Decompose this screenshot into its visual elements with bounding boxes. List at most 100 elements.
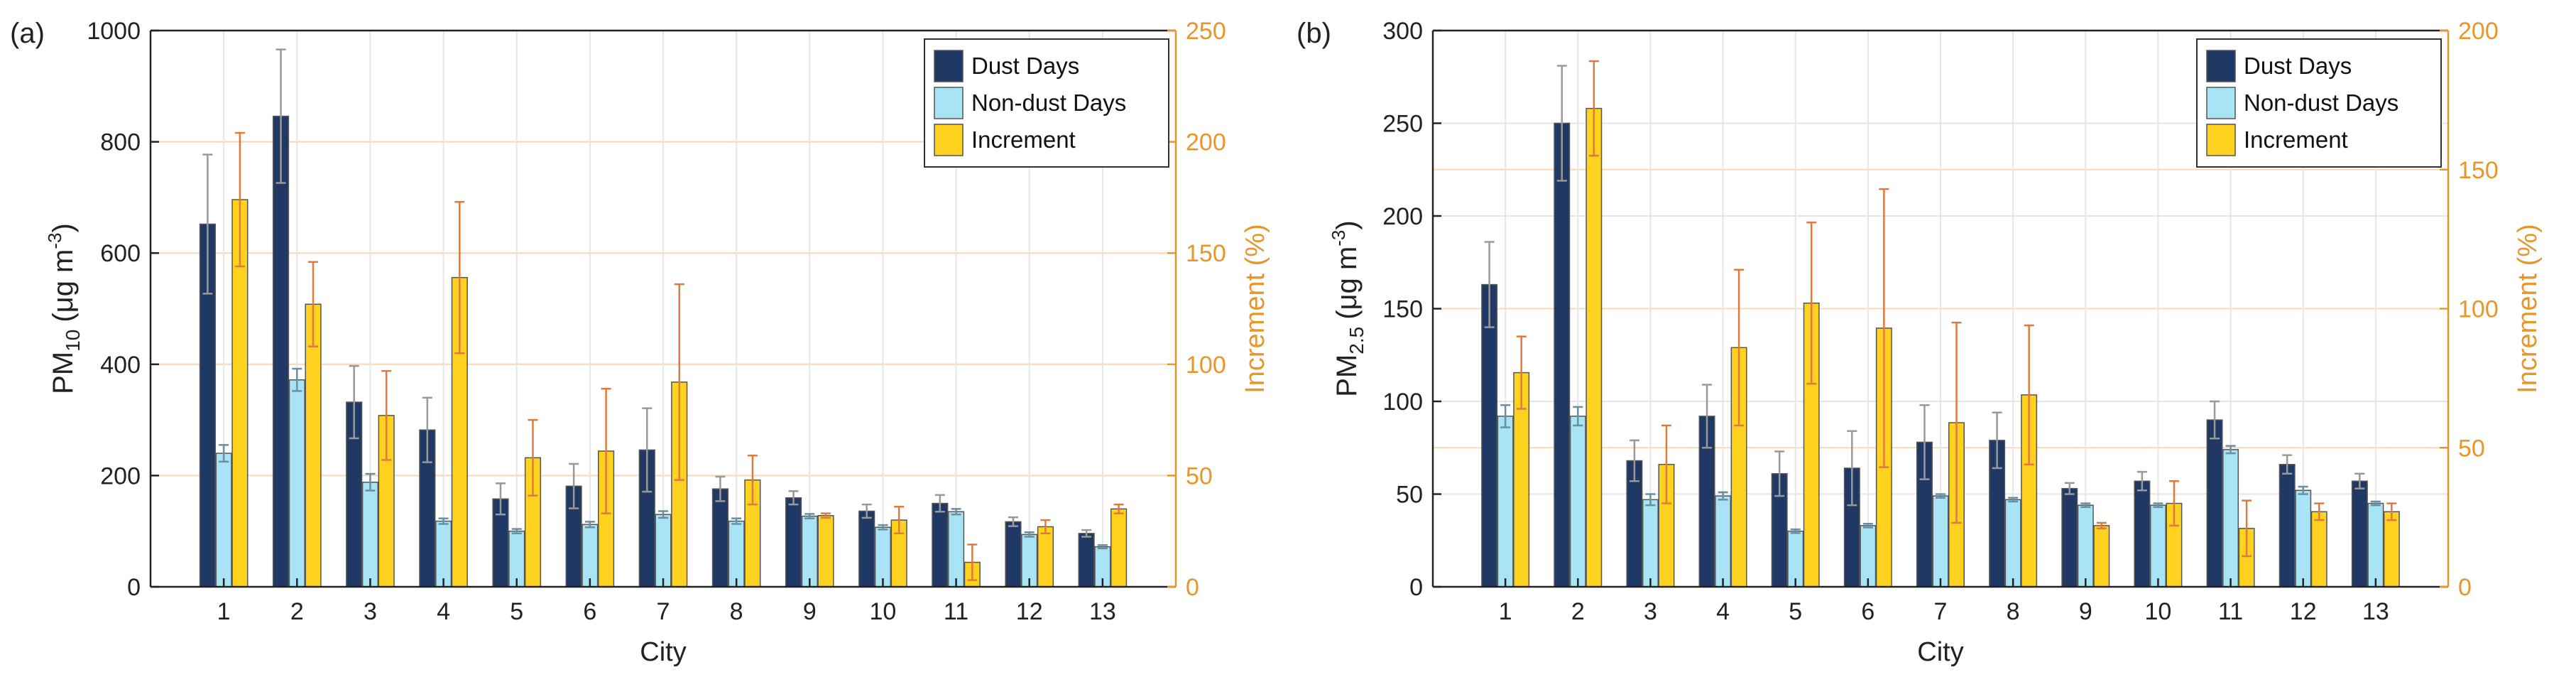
y-axis-label-sub: 2.5 bbox=[1346, 327, 1368, 354]
bar-non-dust-days bbox=[874, 526, 892, 588]
y-tick-label: 300 bbox=[1382, 18, 1423, 45]
y-axis-label: PM10 (μg m-3) bbox=[44, 223, 84, 394]
x-tick-label: 4 bbox=[1716, 598, 1730, 625]
y-axis-label-exp: -3 bbox=[44, 233, 65, 249]
bar-non-dust-days bbox=[1715, 495, 1732, 588]
y-axis-label-close: ) bbox=[48, 223, 79, 232]
x-tick-label: 13 bbox=[2362, 598, 2389, 625]
bar-dust-days bbox=[2278, 463, 2296, 588]
y2-tick-label: 150 bbox=[1186, 240, 1226, 267]
bar-non-dust-days bbox=[2077, 504, 2094, 588]
bar-dust-days bbox=[272, 115, 290, 588]
bar-increment bbox=[1586, 107, 1603, 588]
x-tick-label: 5 bbox=[1789, 598, 1802, 625]
legend-box bbox=[2196, 38, 2442, 168]
y2-tick-label: 150 bbox=[2458, 157, 2499, 184]
y-tick-label: 0 bbox=[1409, 574, 1423, 601]
x-tick-label: 2 bbox=[1571, 598, 1585, 625]
x-tick-label: 4 bbox=[437, 598, 450, 625]
bar-increment bbox=[2093, 525, 2110, 588]
x-tick-label: 10 bbox=[2145, 598, 2172, 625]
panel-label: (b) bbox=[1297, 18, 1331, 49]
y-tick-label: 800 bbox=[100, 129, 141, 156]
legend-swatch bbox=[2206, 50, 2236, 82]
legend-label: Non-dust Days bbox=[2244, 90, 2398, 116]
bar-non-dust-days bbox=[2149, 504, 2166, 588]
y-tick-label: 1000 bbox=[87, 18, 141, 45]
legend-label: Non-dust Days bbox=[971, 90, 1126, 116]
bar-increment bbox=[2310, 511, 2327, 588]
y-tick-label: 400 bbox=[100, 352, 141, 379]
x-tick-label: 3 bbox=[1644, 598, 1657, 625]
bar-non-dust-days bbox=[361, 482, 379, 588]
x-axis-label: City bbox=[640, 637, 686, 667]
y2-tick-label: 50 bbox=[2458, 435, 2485, 462]
bar-increment bbox=[817, 515, 834, 588]
bar-non-dust-days bbox=[655, 514, 672, 588]
bar-dust-days bbox=[1078, 533, 1095, 588]
x-tick-label: 12 bbox=[2290, 598, 2317, 625]
bar-increment bbox=[1037, 526, 1054, 588]
y-axis-label-close: ) bbox=[1331, 220, 1363, 229]
legend-label: Dust Days bbox=[971, 53, 1079, 79]
y-axis-label-exp: -3 bbox=[1328, 230, 1349, 247]
y-tick-label: 600 bbox=[100, 240, 141, 267]
y2-tick-label: 200 bbox=[2458, 18, 2499, 45]
legend-swatch bbox=[934, 124, 964, 156]
bar-non-dust-days bbox=[288, 379, 305, 588]
bar-dust-days bbox=[932, 502, 949, 588]
bar-non-dust-days bbox=[2367, 502, 2384, 588]
bar-dust-days bbox=[785, 497, 802, 588]
y-axis-label-main: PM bbox=[1331, 354, 1363, 397]
bar-dust-days bbox=[2206, 419, 2223, 588]
y-axis-label-main: PM bbox=[48, 352, 79, 394]
y2-tick-label: 0 bbox=[2458, 574, 2472, 601]
bar-non-dust-days bbox=[1642, 499, 1659, 588]
bar-non-dust-days bbox=[1569, 416, 1586, 588]
legend-swatch bbox=[934, 50, 964, 82]
y-axis-label-sub: 10 bbox=[62, 330, 84, 352]
x-tick-label: 6 bbox=[583, 598, 596, 625]
panel-label: (a) bbox=[10, 18, 45, 49]
y2-axis-label: Increment (%) bbox=[2513, 224, 2543, 394]
x-tick-label: 11 bbox=[2218, 598, 2243, 625]
bar-non-dust-days bbox=[728, 520, 745, 588]
bar-non-dust-days bbox=[435, 520, 452, 588]
bar-increment bbox=[1110, 508, 1128, 588]
y2-tick-label: 200 bbox=[1186, 129, 1226, 156]
bar-dust-days bbox=[2061, 487, 2078, 588]
bar-dust-days bbox=[711, 488, 728, 588]
x-tick-label: 7 bbox=[657, 598, 670, 625]
bar-non-dust-days bbox=[582, 524, 599, 588]
legend-label: Dust Days bbox=[2244, 53, 2352, 79]
bar-dust-days bbox=[2351, 480, 2368, 588]
x-tick-label: 5 bbox=[510, 598, 523, 625]
bar-dust-days bbox=[1554, 122, 1571, 588]
bars bbox=[1481, 60, 2400, 588]
bar-non-dust-days bbox=[2222, 449, 2239, 588]
x-tick-label: 1 bbox=[217, 598, 231, 625]
x-axis-label: City bbox=[1917, 637, 1963, 667]
bar-increment bbox=[2383, 511, 2400, 588]
bar-dust-days bbox=[858, 510, 875, 588]
x-tick-label: 3 bbox=[364, 598, 377, 625]
x-tick-label: 10 bbox=[870, 598, 897, 625]
x-tick-label: 7 bbox=[1934, 598, 1948, 625]
legend-swatch bbox=[2206, 124, 2236, 156]
x-tick-label: 1 bbox=[1499, 598, 1512, 625]
y-tick-label: 200 bbox=[1382, 203, 1423, 230]
y2-tick-label: 100 bbox=[1186, 352, 1226, 379]
legend-label: Increment bbox=[971, 126, 1076, 153]
bar-non-dust-days bbox=[2295, 489, 2312, 588]
y-tick-label: 250 bbox=[1382, 111, 1423, 138]
x-tick-label: 9 bbox=[803, 598, 817, 625]
bar-non-dust-days bbox=[1497, 416, 1514, 588]
bar-non-dust-days bbox=[1860, 525, 1877, 588]
y-axis-label: PM2.5 (μg m-3) bbox=[1328, 220, 1368, 396]
bar-non-dust-days bbox=[947, 511, 965, 588]
y-tick-label: 100 bbox=[1382, 389, 1423, 416]
